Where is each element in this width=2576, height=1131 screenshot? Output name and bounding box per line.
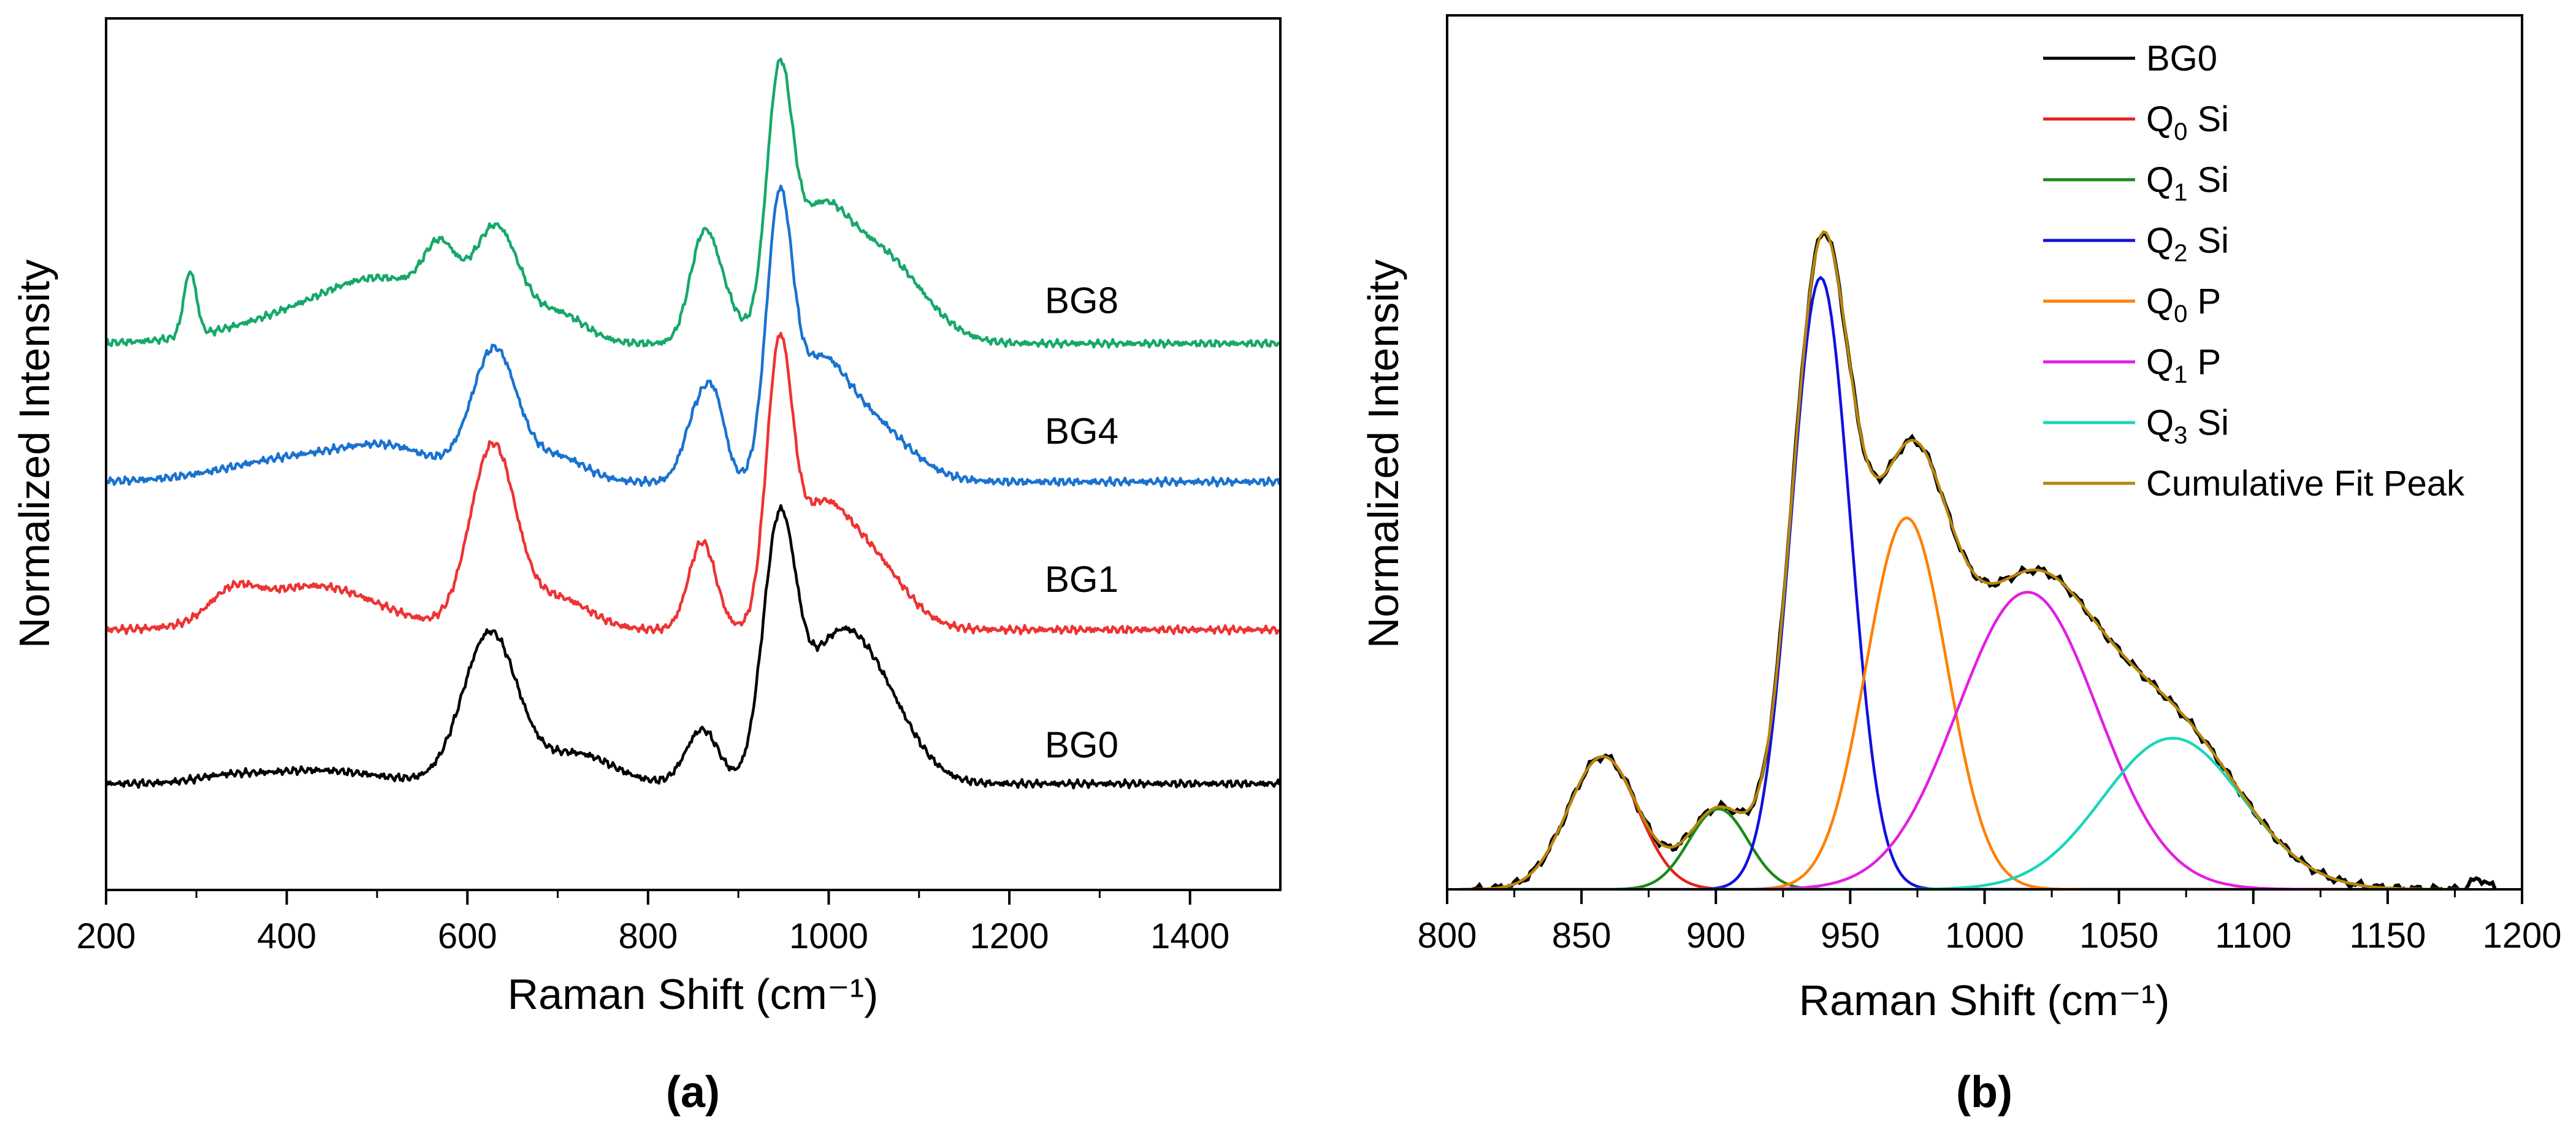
legend-label-subscript: 1 <box>2174 361 2187 388</box>
panel-a-series-group <box>106 57 1280 790</box>
legend-label-rest: Si <box>2187 99 2229 139</box>
legend-label-q1-si: Q1 Si <box>2146 160 2229 206</box>
panel-b-x-tick-label: 1000 <box>1945 916 2024 956</box>
panel-b-x-tick-label: 1100 <box>2215 916 2291 956</box>
panel-a-x-tick-label: 1400 <box>1150 916 1229 956</box>
panel-a-series-labels: BG0 BG1 BG4 BG8 <box>1045 280 1118 765</box>
legend-label-q2-si: Q2 Si <box>2146 221 2229 267</box>
panel-a-series-label-bg4: BG4 <box>1045 410 1118 451</box>
panel-b-x-tick-label: 1150 <box>2350 916 2426 956</box>
legend-label-bg0: BG0 <box>2146 39 2217 79</box>
panel-b-x-tick-label: 900 <box>1686 916 1746 956</box>
legend-label-base: Q <box>2146 342 2174 382</box>
legend-label-cumulative-fit-peak: Cumulative Fit Peak <box>2146 464 2465 504</box>
panel-b-x-tick-label: 800 <box>1418 916 1477 956</box>
panel-a-series-line-bg4 <box>106 185 1280 488</box>
panel-b-x-tick-label: 950 <box>1821 916 1880 956</box>
panel-a-x-tick-label: 1000 <box>789 916 868 956</box>
panel-a-x-tick-label: 1200 <box>970 916 1049 956</box>
panel-b-x-tick-label: 1050 <box>2079 916 2158 956</box>
legend-label-q0-si: Q0 Si <box>2146 99 2229 145</box>
panel-a-x-tick-label: 200 <box>77 916 136 956</box>
panel-b-x-ticks: 800 850 900 950 1000 1050 1100 1150 1200 <box>1418 889 2562 956</box>
panel-a-series-line-bg0 <box>106 504 1280 790</box>
legend-label-rest: Si <box>2187 403 2229 443</box>
legend-label-q1-p: Q1 P <box>2146 342 2221 388</box>
legend-label-subscript: 0 <box>2174 118 2187 145</box>
panel-b-component-line-q0-p <box>1460 516 2469 889</box>
panel-a-label: (a) <box>666 1068 720 1117</box>
panel-a-x-tick-label: 800 <box>618 916 678 956</box>
legend-label-base: Q <box>2146 160 2174 200</box>
legend-label-subscript: 0 <box>2174 301 2187 328</box>
legend-label-subscript: 2 <box>2174 240 2187 267</box>
legend-label-subscript: 1 <box>2174 179 2187 206</box>
legend-label-q0-p: Q0 P <box>2146 282 2221 328</box>
legend-label-rest: Si <box>2187 221 2229 261</box>
legend-label-rest: P <box>2187 282 2221 321</box>
legend-label-base: Q <box>2146 221 2174 261</box>
panel-a-series-label-bg0: BG0 <box>1045 724 1118 765</box>
panel-b-label: (b) <box>1956 1068 2012 1117</box>
panel-a-x-axis-label: Raman Shift (cm⁻¹) <box>508 970 879 1018</box>
panel-a-series-line-bg1 <box>106 332 1280 636</box>
panel-a-x-tick-label: 400 <box>257 916 316 956</box>
panel-b-x-tick-label: 1200 <box>2482 916 2561 956</box>
panel-a-frame <box>105 17 1282 891</box>
panel-b-y-axis-label: Normalized Intensity <box>1359 259 1407 648</box>
panel-a-series-label-bg8: BG8 <box>1045 280 1118 321</box>
panel-b-x-tick-label: 850 <box>1552 916 1611 956</box>
panel-a-series-line-bg8 <box>106 57 1280 349</box>
legend-label-base: Q <box>2146 403 2174 443</box>
legend-label-base: Q <box>2146 99 2174 139</box>
panel-b-x-axis-label: Raman Shift (cm⁻¹) <box>1799 976 2170 1024</box>
legend-label-rest: Si <box>2187 160 2229 200</box>
panel-a-x-tick-label: 600 <box>438 916 497 956</box>
legend-label-rest: P <box>2187 342 2221 382</box>
panel-b-cumulative-fit-line <box>1469 230 2469 889</box>
panel-a-chart: 200 400 600 800 1000 1200 1400 BG0 BG1 BG4 BG8 Ra… <box>10 17 1282 1117</box>
panel-a-x-ticks: 200 400 600 800 1000 1200 1400 <box>77 890 1229 956</box>
panel-a-series-label-bg1: BG1 <box>1045 559 1118 600</box>
legend-label-q3-si: Q3 Si <box>2146 403 2229 449</box>
legend-label-subscript: 3 <box>2174 422 2187 449</box>
legend-label-base: Q <box>2146 282 2174 321</box>
panel-a-y-axis-label: Normalized Intensity <box>10 259 58 648</box>
